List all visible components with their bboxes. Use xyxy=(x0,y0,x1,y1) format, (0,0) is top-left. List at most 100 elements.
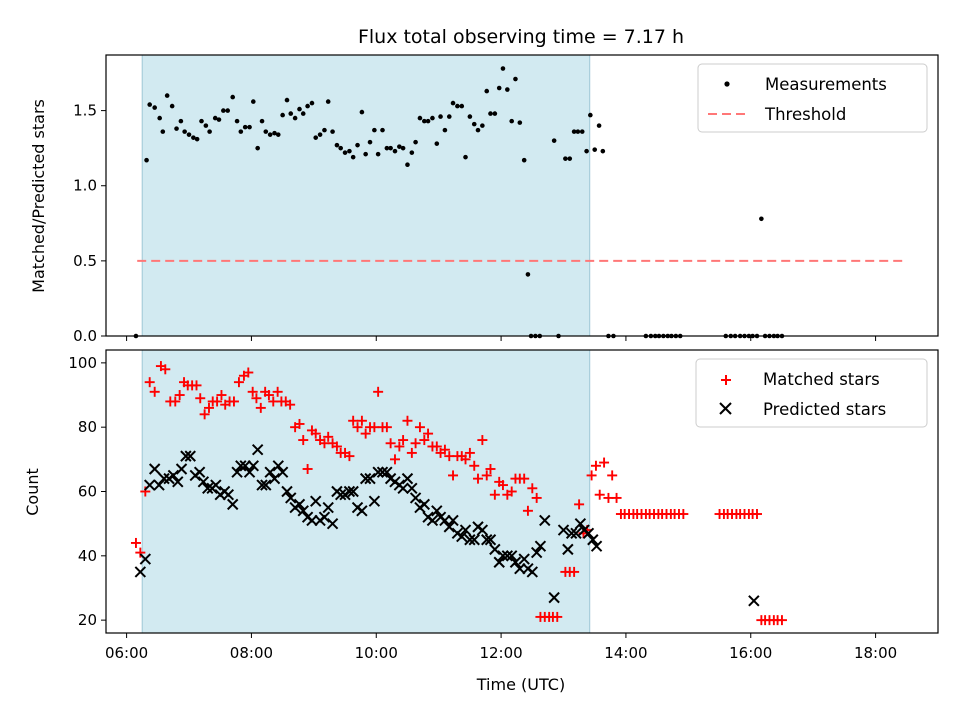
measurement-point xyxy=(144,157,149,163)
ratio-y-tick-label: 0.0 xyxy=(73,327,97,345)
measurement-point xyxy=(305,103,310,109)
measurement-point xyxy=(259,118,265,124)
predicted-star-point xyxy=(530,546,543,559)
predicted-star-point xyxy=(264,466,276,478)
legend-measurements-marker xyxy=(724,81,730,87)
matched-star-point xyxy=(552,611,563,622)
matched-star-point xyxy=(233,377,244,388)
predicted-star-point xyxy=(239,460,251,472)
predicted-star-point xyxy=(489,543,501,556)
ratio-x-ticks xyxy=(126,336,877,341)
matched-star-point xyxy=(751,509,762,520)
predicted-star-point xyxy=(148,463,161,475)
measurement-point xyxy=(434,141,440,146)
matched-star-point xyxy=(199,409,210,420)
predicted-star-point xyxy=(184,450,196,462)
predicted-star-point xyxy=(518,553,530,565)
matched-star-point xyxy=(481,470,492,481)
measurement-point xyxy=(513,76,518,82)
matched-star-point xyxy=(522,505,533,516)
predicted-star-point xyxy=(418,498,431,511)
measurement-point xyxy=(525,272,531,277)
predicted-star-point xyxy=(276,466,289,478)
measurement-point xyxy=(355,142,360,148)
predicted-star-point xyxy=(431,505,443,517)
matched-star-point xyxy=(394,441,405,452)
predicted-star-point xyxy=(587,534,599,546)
measurement-point xyxy=(455,103,460,109)
measurement-point xyxy=(300,111,306,116)
measurement-point xyxy=(309,100,315,106)
measurement-point xyxy=(500,66,506,71)
matched-star-point xyxy=(414,422,425,433)
measurement-point xyxy=(417,115,423,121)
matched-star-point xyxy=(360,428,371,439)
matched-star-point xyxy=(402,415,413,426)
matched-star-point xyxy=(460,454,471,465)
legend-measurements-label: Measurements xyxy=(765,75,887,94)
predicted-star-point xyxy=(172,476,184,488)
matched-star-point xyxy=(485,463,496,474)
measurement-point xyxy=(157,115,162,121)
measurement-point xyxy=(174,126,179,131)
legend-threshold-label: Threshold xyxy=(764,105,846,124)
predicted-star-point xyxy=(401,472,414,485)
measurement-point xyxy=(375,151,381,157)
legend-matched-label: Matched stars xyxy=(763,370,880,389)
count-y-tick-label: 60 xyxy=(78,483,97,501)
predicted-star-point xyxy=(310,495,322,507)
matched-star-point xyxy=(569,566,580,577)
matched-star-point xyxy=(323,431,334,442)
measurement-point xyxy=(492,111,498,116)
matched-star-point xyxy=(464,447,475,458)
predicted-star-point xyxy=(406,482,418,494)
matched-star-point xyxy=(497,480,508,491)
predicted-star-point xyxy=(226,498,239,511)
predicted-star-point xyxy=(376,466,389,478)
measurement-point xyxy=(191,135,196,140)
matched-star-point xyxy=(489,489,500,500)
count-y-tick-label: 100 xyxy=(68,354,97,372)
measurement-point xyxy=(367,139,373,145)
predicted-star-point xyxy=(306,514,318,527)
measurement-point xyxy=(182,129,187,134)
matched-star-point xyxy=(272,386,283,397)
predicted-star-point xyxy=(222,489,235,501)
measurement-point xyxy=(194,136,200,142)
measurement-point xyxy=(234,118,240,124)
predicted-star-point xyxy=(180,450,192,462)
matched-star-point xyxy=(431,441,442,452)
predicted-star-point xyxy=(297,505,309,517)
predicted-star-point xyxy=(501,550,514,562)
measurement-point xyxy=(575,129,581,134)
predicted-star-point xyxy=(372,466,384,478)
matched-star-point xyxy=(406,447,417,458)
matched-star-point xyxy=(263,390,274,401)
count-y-tick-label: 80 xyxy=(78,418,97,436)
matched-star-point xyxy=(477,435,488,446)
predicted-star-point xyxy=(381,466,393,478)
predicted-star-point xyxy=(256,479,268,491)
matched-star-point xyxy=(506,486,517,497)
measurement-point xyxy=(496,85,502,91)
measurement-point xyxy=(392,148,398,154)
measurement-point xyxy=(459,103,465,109)
matched-star-point xyxy=(373,386,384,397)
measurement-point xyxy=(359,109,365,115)
measurement-point xyxy=(480,123,485,128)
matched-star-point xyxy=(594,489,605,500)
predicted-star-point xyxy=(484,534,497,546)
predicted-star-point xyxy=(251,443,264,456)
predicted-star-point xyxy=(235,460,247,472)
predicted-star-point xyxy=(268,472,281,485)
measurement-point xyxy=(186,132,192,137)
measurement-point xyxy=(505,87,510,92)
measurement-point xyxy=(405,162,410,167)
legend-predicted-marker xyxy=(719,402,732,415)
predicted-star-point xyxy=(318,511,331,523)
predicted-star-point xyxy=(134,566,147,578)
legend-top: Measurements Threshold xyxy=(697,63,928,133)
measurement-point xyxy=(203,123,209,128)
measurement-point xyxy=(413,139,418,145)
measurement-point xyxy=(388,145,393,151)
